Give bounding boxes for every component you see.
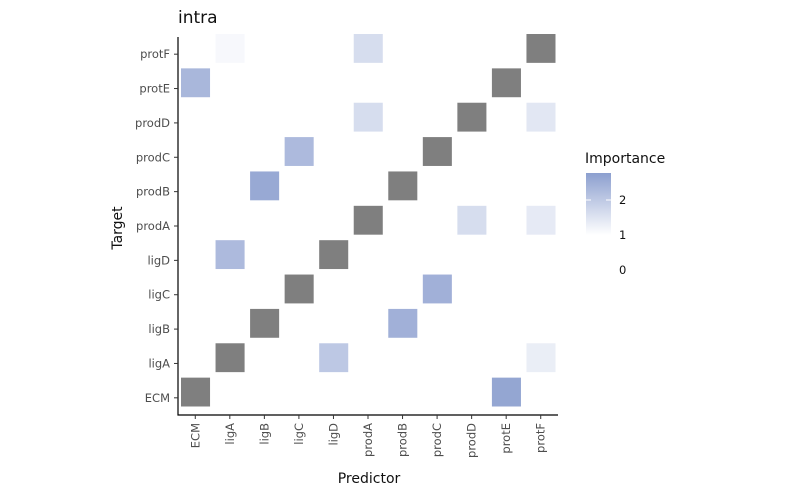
diagonal-cell-ligB bbox=[250, 308, 280, 338]
y-tick-label: ligD bbox=[147, 253, 170, 267]
diagonal-cell-ligC bbox=[284, 274, 314, 304]
heatmap-cell-ligA-ligD bbox=[215, 240, 245, 270]
chart-title: intra bbox=[178, 8, 218, 28]
legend-tick-label: 1 bbox=[619, 228, 626, 242]
legend: Importance 0 1 2 bbox=[585, 151, 665, 277]
y-tick-label: prodA bbox=[136, 219, 170, 233]
x-tick-label: prodC bbox=[430, 423, 444, 457]
y-tick-label: ECM bbox=[145, 391, 170, 405]
diagonal-cell-prodD bbox=[457, 102, 487, 132]
diagonal-cell-ligA bbox=[215, 343, 245, 373]
x-tick-label: prodD bbox=[465, 423, 479, 458]
legend-tick-label: 0 bbox=[619, 263, 626, 277]
heatmap-cell-prodA-protF bbox=[353, 34, 383, 63]
y-tick-label: prodB bbox=[136, 185, 170, 199]
legend-colorbar bbox=[586, 173, 611, 235]
diagonal-cell-protF bbox=[526, 34, 556, 63]
heatmap-cell-prodB-ligB bbox=[388, 308, 418, 338]
x-tick-label: protE bbox=[499, 423, 513, 454]
diagonal-cell-ECM bbox=[181, 377, 211, 407]
diagonal-cell-prodA bbox=[353, 205, 383, 235]
diagonal-cell-ligD bbox=[319, 240, 349, 270]
x-axis-title: Predictor bbox=[338, 471, 401, 487]
heatmap-cell-protF-prodD bbox=[526, 102, 556, 132]
x-tick-label: ligA bbox=[223, 423, 237, 445]
y-tick-label: ligC bbox=[148, 288, 170, 302]
heatmap-cell-ligC-prodC bbox=[284, 137, 314, 166]
y-axis-ticks: ECM ligA ligB ligC ligD prodA prodB prodC prodD p… bbox=[135, 47, 178, 405]
x-tick-label: ligC bbox=[292, 423, 306, 445]
heatmap-cell-protE-ECM bbox=[491, 377, 521, 407]
x-axis-ticks: ECM ligA ligB ligC ligD prodA prodB prodC prodD p… bbox=[188, 415, 548, 458]
legend-tick-label: 2 bbox=[619, 193, 626, 207]
x-tick-label: prodA bbox=[361, 423, 375, 457]
x-tick-label: protF bbox=[534, 423, 548, 453]
heatmap-cell-ligA-protF bbox=[215, 34, 245, 63]
heatmap-cell-ligB-prodB bbox=[250, 171, 280, 201]
heatmap-cell-protF-ligA bbox=[526, 343, 556, 373]
heatmap-cell-prodA-prodD bbox=[353, 102, 383, 132]
x-tick-label: ligD bbox=[326, 423, 340, 446]
diagonal-cell-prodB bbox=[388, 171, 418, 201]
y-tick-label: prodC bbox=[136, 150, 170, 164]
heatmap-cell-ECM-protE bbox=[181, 68, 211, 98]
y-tick-label: protE bbox=[139, 82, 170, 96]
x-tick-label: ligB bbox=[257, 423, 271, 445]
heatmap-cell-ligD-ligA bbox=[319, 343, 349, 373]
y-tick-label: ligA bbox=[148, 356, 170, 370]
legend-title: Importance bbox=[585, 151, 665, 167]
diagonal-cell-prodC bbox=[422, 137, 452, 166]
x-tick-label: ECM bbox=[188, 423, 202, 448]
y-tick-label: prodD bbox=[135, 116, 170, 130]
heatmap-cells bbox=[181, 34, 556, 407]
y-tick-label: protF bbox=[140, 47, 170, 61]
y-tick-label: ligB bbox=[148, 322, 170, 336]
heatmap-cell-protF-prodA bbox=[526, 205, 556, 235]
heatmap-cell-prodD-prodA bbox=[457, 205, 487, 235]
diagonal-cell-protE bbox=[491, 68, 521, 98]
y-axis-title: Target bbox=[110, 206, 126, 251]
heatmap-cell-prodC-ligC bbox=[422, 274, 452, 304]
x-tick-label: prodB bbox=[396, 423, 410, 457]
